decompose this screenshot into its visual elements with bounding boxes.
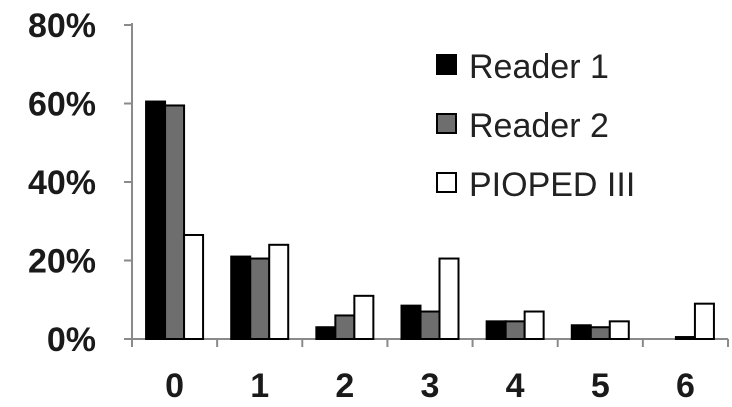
legend-swatch: [436, 113, 457, 134]
bar-reader-2-0: [164, 104, 186, 341]
x-axis-ticks: 0 1 2 3 4 5 6: [165, 367, 695, 405]
bar-pioped-iii-4: [523, 310, 545, 340]
bar-reader-2-6: [674, 336, 696, 341]
legend-label: Reader 1: [469, 48, 609, 86]
x-tick-label: 1: [250, 367, 269, 405]
chart-legend: Reader 1 Reader 2 PIOPED III: [436, 48, 635, 204]
y-tick-label: 40%: [28, 164, 96, 202]
bar-pioped-iii-1: [268, 243, 290, 340]
bar-reader-1-3: [400, 304, 422, 341]
bar-reader-1-4: [485, 320, 507, 340]
y-tick-label: 0%: [47, 321, 96, 359]
bar-reader-1-5: [570, 324, 592, 341]
x-tick-label: 0: [165, 367, 184, 405]
bar-reader-1-0: [145, 100, 167, 340]
bar-pioped-iii-6: [693, 302, 715, 340]
chart-axes: [131, 23, 729, 347]
bar-reader-1-2: [315, 326, 337, 341]
y-tick-label: 60%: [28, 86, 96, 124]
legend-swatch: [436, 54, 457, 75]
x-tick-label: 5: [591, 367, 610, 405]
bar-reader-2-4: [504, 320, 526, 340]
x-tick-label: 6: [676, 367, 695, 405]
bar-pioped-iii-5: [608, 320, 630, 340]
y-axis-ticks: 0% 20% 40% 60% 80%: [28, 7, 132, 359]
bar-pioped-iii-3: [438, 257, 460, 341]
bar-pioped-iii-2: [353, 294, 375, 341]
bar-reader-2-1: [249, 257, 271, 341]
x-tick-label: 3: [421, 367, 440, 405]
bar-reader-2-5: [589, 326, 611, 341]
y-tick-label: 80%: [28, 7, 96, 45]
y-tick-label: 20%: [28, 243, 96, 281]
bar-reader-1-1: [230, 255, 252, 341]
bar-pioped-iii-0: [183, 233, 205, 340]
x-tick-label: 2: [335, 367, 354, 405]
chart-bars: [145, 100, 715, 341]
legend-swatch: [436, 172, 457, 193]
bar-reader-2-2: [334, 314, 356, 341]
legend-label: Reader 2: [469, 107, 609, 145]
legend-label: PIOPED III: [469, 166, 635, 204]
x-tick-label: 4: [506, 367, 525, 405]
bar-reader-2-3: [419, 310, 441, 340]
